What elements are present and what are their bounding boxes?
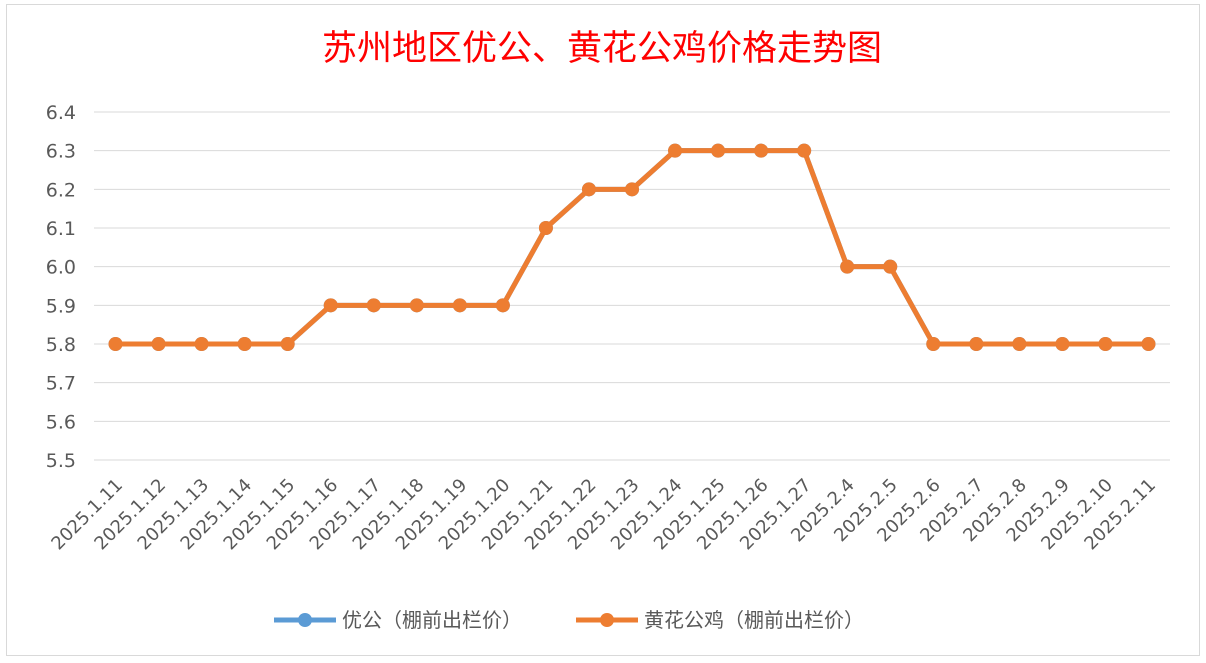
- legend-dot-marker: [600, 613, 614, 627]
- chart-area[interactable]: [6, 4, 1200, 656]
- data-point: [194, 337, 209, 351]
- series-line: [115, 148, 1149, 347]
- y-tick-label: 6.0: [46, 257, 76, 279]
- y-tick-label: 5.9: [46, 295, 76, 317]
- y-tick-label: 6.2: [46, 179, 76, 201]
- legend-item[interactable]: 黄花公鸡（棚前出栏价）: [576, 608, 864, 632]
- data-point: [840, 259, 855, 274]
- gridlines: [94, 111, 1170, 461]
- data-point: [237, 337, 252, 351]
- series-1: [108, 143, 1156, 351]
- data-point: [926, 337, 941, 351]
- data-point: [883, 259, 898, 274]
- y-tick-label: 5.7: [46, 373, 76, 395]
- data-point: [969, 337, 984, 351]
- legend-dot-marker: [298, 613, 312, 627]
- data-point: [754, 143, 769, 158]
- data-point: [1055, 337, 1070, 351]
- legend-item[interactable]: 优公（棚前出栏价）: [274, 608, 522, 632]
- chart-title: 苏州地区优公、黄花公鸡价格走势图: [322, 29, 882, 69]
- legend: 优公（棚前出栏价） 黄花公鸡（棚前出栏价）: [274, 608, 864, 632]
- data-point: [1098, 337, 1113, 351]
- data-point: [1141, 337, 1156, 351]
- y-tick-label: 6.4: [46, 102, 76, 124]
- data-point: [495, 298, 510, 313]
- x-axis-ticks: 2025.1.112025.1.122025.1.132025.1.142025…: [47, 475, 1160, 555]
- data-point: [409, 298, 424, 313]
- data-point: [452, 298, 467, 313]
- data-point: [711, 143, 726, 158]
- y-tick-label: 6.1: [46, 218, 76, 240]
- legend-label: 优公（棚前出栏价）: [342, 608, 522, 632]
- y-tick-label: 5.5: [46, 450, 76, 472]
- data-point: [625, 182, 639, 197]
- data-point: [797, 143, 812, 158]
- y-tick-label: 5.8: [46, 334, 76, 356]
- data-point: [581, 182, 596, 197]
- data-point: [538, 221, 553, 235]
- y-tick-label: 6.3: [46, 141, 76, 163]
- data-point: [108, 337, 123, 351]
- data-point: [366, 298, 381, 313]
- legend-label: 黄花公鸡（棚前出栏价）: [644, 608, 864, 632]
- data-point: [151, 337, 166, 351]
- series-lines: [108, 143, 1156, 351]
- data-point: [280, 337, 295, 351]
- series-2: [108, 143, 1156, 351]
- y-axis-ticks: 5.5 5.6 5.7 5.8 5.9 6.0 6.1 6.2 6.3 6.4: [46, 102, 76, 472]
- data-point: [1012, 337, 1027, 351]
- y-tick-label: 5.6: [46, 411, 76, 433]
- data-point: [323, 298, 338, 313]
- series-line: [115, 148, 1149, 347]
- data-point: [668, 143, 683, 158]
